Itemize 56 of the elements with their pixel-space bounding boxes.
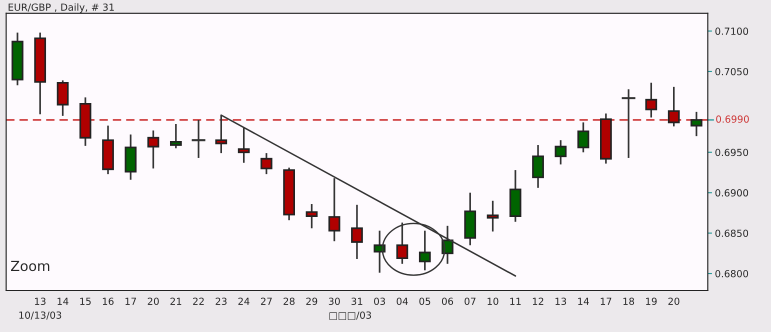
chart-title: EUR/GBP , Daily, # 31	[8, 3, 114, 13]
x-tick-label: 24	[238, 298, 250, 305]
y-tick-label: 0.7050	[715, 68, 748, 76]
x-tick-label: 17	[126, 298, 136, 305]
x-tick-label: 23	[216, 298, 227, 305]
candlestick	[170, 123, 182, 150]
y-tick-label: 0.6900	[715, 189, 748, 197]
candlestick	[260, 152, 272, 175]
annotation: Zoom	[11, 260, 50, 272]
candlestick	[690, 111, 702, 137]
x-tick-label: 05	[419, 298, 430, 305]
candlestick	[668, 86, 680, 128]
candlestick	[238, 127, 250, 164]
y-tick-label: 0.6850	[715, 230, 748, 237]
candlestick	[328, 177, 340, 242]
candlestick	[351, 204, 363, 260]
x-tick-label: 06	[442, 298, 454, 305]
x-tick-label: 16	[102, 298, 114, 305]
x-tick-label: 14	[58, 298, 68, 305]
y-tick-label: 0.6800	[715, 270, 748, 278]
x-tick-label: 21	[170, 298, 182, 305]
x-tick-label: 13	[556, 298, 566, 305]
candlestick	[418, 230, 431, 272]
candlestick	[306, 203, 318, 230]
candlestick	[532, 144, 544, 189]
ref-line-label: 0.6990	[716, 115, 749, 123]
x-tick-label: 04	[396, 298, 408, 305]
x-tick-label: 19	[646, 298, 657, 305]
x-tick-label: 14	[578, 298, 589, 305]
x-tick-label: 10	[488, 298, 498, 305]
x-tick-label: 18	[623, 298, 634, 305]
candlestick	[147, 130, 160, 170]
text: 10/13/03	[19, 311, 62, 320]
x-tick-label: 17	[600, 298, 612, 305]
candlestick	[554, 139, 567, 166]
y-tick-label: 0.6950	[715, 148, 748, 156]
y-tick-label: 0.7100	[715, 28, 748, 35]
x-tick-label: 07	[464, 298, 476, 305]
x-tick-label: 11	[510, 298, 521, 305]
candlestick	[645, 82, 658, 118]
x-tick-label: 13	[35, 298, 46, 305]
x-tick-label: 03	[374, 298, 386, 305]
x-tick-label: 12	[532, 298, 544, 305]
candlestick	[56, 80, 69, 117]
x-tick-label: 31	[352, 298, 362, 305]
x-tick-label: 15	[80, 298, 91, 305]
x-tick-label: 28	[284, 298, 295, 305]
x-tick-label: 22	[193, 298, 204, 305]
x-tick-label: 20	[668, 298, 680, 305]
candlestick	[577, 122, 590, 154]
x-tick-label: 29	[306, 298, 318, 305]
candlestick	[486, 200, 499, 232]
x-tick-label: 30	[328, 298, 340, 305]
text: □□□/03	[329, 311, 372, 320]
x-tick-label: 20	[148, 298, 159, 305]
x-tick-label: 27	[260, 298, 272, 305]
